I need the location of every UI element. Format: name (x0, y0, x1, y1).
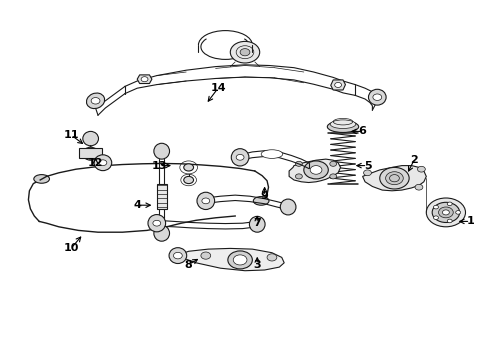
Circle shape (267, 254, 277, 261)
Text: 3: 3 (253, 260, 261, 270)
Circle shape (373, 94, 382, 100)
Polygon shape (289, 159, 341, 183)
Ellipse shape (253, 197, 269, 205)
Circle shape (417, 166, 425, 172)
Circle shape (447, 219, 452, 223)
Circle shape (233, 255, 247, 265)
Polygon shape (176, 248, 284, 271)
Circle shape (310, 166, 322, 174)
Polygon shape (79, 148, 102, 158)
Ellipse shape (327, 121, 359, 132)
Circle shape (236, 154, 244, 160)
Circle shape (364, 170, 371, 176)
Text: 10: 10 (63, 243, 79, 253)
Circle shape (91, 98, 100, 104)
Circle shape (330, 161, 337, 166)
Text: 1: 1 (466, 216, 474, 226)
Text: 5: 5 (364, 161, 371, 171)
Ellipse shape (261, 150, 283, 158)
Text: 8: 8 (185, 260, 193, 270)
Ellipse shape (83, 147, 98, 160)
Ellipse shape (169, 248, 187, 264)
Circle shape (447, 202, 452, 206)
Ellipse shape (231, 149, 249, 166)
Circle shape (201, 252, 211, 259)
Text: 14: 14 (210, 83, 226, 93)
Circle shape (141, 77, 148, 82)
Circle shape (415, 184, 423, 190)
Circle shape (442, 210, 449, 215)
Circle shape (295, 174, 302, 179)
Circle shape (184, 164, 194, 171)
Ellipse shape (34, 175, 49, 183)
Polygon shape (331, 80, 345, 90)
Text: 4: 4 (133, 200, 141, 210)
Text: 12: 12 (88, 158, 103, 168)
Ellipse shape (197, 192, 215, 210)
Ellipse shape (86, 93, 105, 109)
Circle shape (240, 49, 250, 56)
Ellipse shape (330, 120, 356, 129)
Text: 9: 9 (261, 191, 269, 201)
Circle shape (153, 220, 161, 226)
Ellipse shape (154, 143, 170, 159)
Ellipse shape (154, 225, 170, 241)
Circle shape (330, 174, 337, 179)
Circle shape (173, 252, 182, 259)
Circle shape (434, 216, 439, 220)
Circle shape (295, 161, 302, 166)
Circle shape (230, 41, 260, 63)
Text: 2: 2 (410, 155, 418, 165)
Circle shape (335, 82, 342, 87)
Circle shape (184, 176, 194, 184)
Ellipse shape (83, 131, 98, 146)
Text: 13: 13 (151, 161, 167, 171)
Ellipse shape (368, 89, 386, 105)
Circle shape (439, 207, 453, 218)
Text: 7: 7 (253, 218, 261, 228)
Text: 6: 6 (359, 126, 367, 136)
Polygon shape (157, 184, 167, 209)
Ellipse shape (280, 199, 296, 215)
Circle shape (456, 211, 461, 214)
Text: 11: 11 (63, 130, 79, 140)
Circle shape (380, 167, 409, 189)
Circle shape (432, 202, 460, 222)
Circle shape (386, 172, 403, 185)
Polygon shape (137, 75, 152, 84)
Circle shape (304, 161, 328, 179)
Circle shape (228, 251, 252, 269)
Circle shape (202, 198, 210, 204)
Ellipse shape (94, 155, 112, 171)
Polygon shape (363, 166, 426, 191)
Circle shape (99, 160, 107, 166)
Ellipse shape (249, 216, 265, 232)
Circle shape (434, 205, 439, 209)
Circle shape (426, 198, 466, 227)
Ellipse shape (148, 215, 166, 232)
